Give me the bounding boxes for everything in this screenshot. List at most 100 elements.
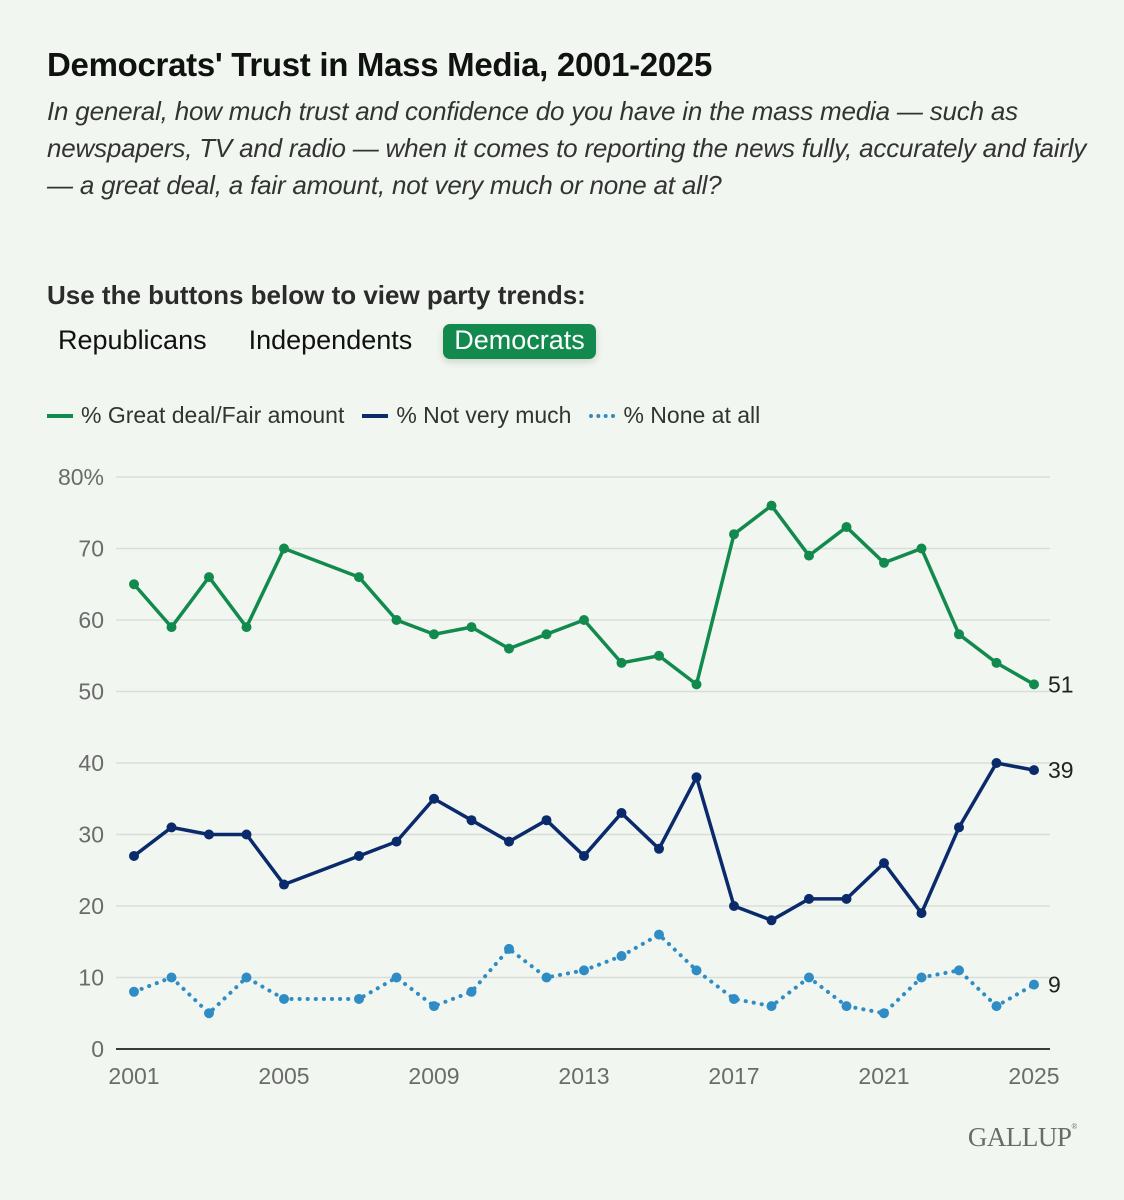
data-point[interactable] xyxy=(241,622,252,633)
data-point[interactable] xyxy=(654,843,664,854)
data-point[interactable] xyxy=(691,679,702,690)
data-point[interactable] xyxy=(129,850,139,861)
data-point[interactable] xyxy=(541,972,552,983)
data-point[interactable] xyxy=(504,643,514,654)
data-point[interactable] xyxy=(241,972,252,983)
data-point[interactable] xyxy=(204,829,214,840)
data-point[interactable] xyxy=(804,550,814,561)
legend-swatch-solid-navy xyxy=(362,413,389,418)
data-point[interactable] xyxy=(579,965,589,976)
data-point[interactable] xyxy=(879,858,889,869)
data-point[interactable] xyxy=(804,893,814,904)
data-point[interactable] xyxy=(466,622,477,633)
data-point[interactable] xyxy=(354,572,364,583)
legend-label: % None at all xyxy=(623,402,761,428)
data-point[interactable] xyxy=(916,543,927,554)
data-point[interactable] xyxy=(954,629,964,640)
data-point[interactable] xyxy=(766,500,777,511)
end-value-label: 39 xyxy=(1048,757,1074,783)
x-tick-label: 2005 xyxy=(258,1063,309,1089)
democrats-button[interactable]: Democrats xyxy=(443,324,596,359)
data-point[interactable] xyxy=(391,972,402,983)
data-point[interactable] xyxy=(804,972,814,983)
data-point[interactable] xyxy=(991,758,1002,768)
data-point[interactable] xyxy=(991,657,1002,668)
data-point[interactable] xyxy=(166,622,177,633)
data-point[interactable] xyxy=(541,815,552,826)
x-tick-label: 2021 xyxy=(858,1063,909,1089)
independents-button[interactable]: Independents xyxy=(238,324,424,359)
end-value-label: 9 xyxy=(1048,972,1061,998)
legend-label: % Not very much xyxy=(396,402,572,428)
legend-swatch-solid-green xyxy=(47,413,73,418)
y-tick-label: 60 xyxy=(78,607,104,633)
y-tick-label: 10 xyxy=(78,965,104,991)
data-point[interactable] xyxy=(841,1001,852,1012)
x-tick-label: 2013 xyxy=(558,1063,609,1089)
data-point[interactable] xyxy=(204,1008,214,1019)
legend-label: % Great deal/Fair amount xyxy=(81,402,345,428)
data-point[interactable] xyxy=(729,529,739,540)
data-point[interactable] xyxy=(391,615,402,625)
data-point[interactable] xyxy=(279,879,289,890)
data-point[interactable] xyxy=(616,657,627,668)
data-point[interactable] xyxy=(466,986,477,997)
republicans-button[interactable]: Republicans xyxy=(47,324,218,359)
data-point[interactable] xyxy=(916,908,927,919)
data-point[interactable] xyxy=(204,572,214,583)
data-point[interactable] xyxy=(841,522,852,533)
data-point[interactable] xyxy=(1029,679,1039,690)
data-point[interactable] xyxy=(354,850,364,861)
data-point[interactable] xyxy=(991,1001,1002,1012)
data-point[interactable] xyxy=(766,915,777,926)
data-point[interactable] xyxy=(541,629,552,640)
data-point[interactable] xyxy=(429,1001,439,1012)
data-point[interactable] xyxy=(766,1001,777,1012)
data-point[interactable] xyxy=(504,943,514,954)
chart-title: Democrats' Trust in Mass Media, 2001-202… xyxy=(47,46,713,83)
data-point[interactable] xyxy=(654,929,664,940)
y-tick-label: 20 xyxy=(78,893,104,919)
data-point[interactable] xyxy=(354,993,364,1004)
data-point[interactable] xyxy=(1029,765,1039,776)
data-point[interactable] xyxy=(279,543,289,554)
data-point[interactable] xyxy=(504,836,514,847)
data-point[interactable] xyxy=(954,965,964,976)
data-point[interactable] xyxy=(879,557,889,568)
data-point[interactable] xyxy=(466,815,477,826)
data-point[interactable] xyxy=(429,629,439,640)
data-point[interactable] xyxy=(1029,979,1039,990)
series-not-very-much xyxy=(129,758,1039,926)
data-point[interactable] xyxy=(729,993,739,1004)
y-tick-label: 30 xyxy=(78,822,104,848)
legend-item-not-very-much: % Not very much xyxy=(362,402,571,429)
data-point[interactable] xyxy=(691,772,702,783)
series-line xyxy=(132,932,1036,1016)
data-point[interactable] xyxy=(879,1008,889,1019)
data-point[interactable] xyxy=(129,579,139,590)
data-point[interactable] xyxy=(841,893,852,904)
x-tick-label: 2001 xyxy=(108,1063,159,1089)
y-axis-ticks: 0 10 20 30 40 50 60 70 80% xyxy=(58,464,104,1062)
legend-swatch-dotted-blue xyxy=(589,413,616,418)
y-tick-label: 0 xyxy=(91,1036,104,1062)
data-point[interactable] xyxy=(691,965,702,976)
series-great-deal-fair-amount xyxy=(129,500,1039,690)
data-point[interactable] xyxy=(916,972,927,983)
x-tick-label: 2009 xyxy=(408,1063,459,1089)
data-point[interactable] xyxy=(954,822,964,833)
data-point[interactable] xyxy=(616,808,627,819)
data-point[interactable] xyxy=(579,615,589,625)
data-point[interactable] xyxy=(129,986,139,997)
data-point[interactable] xyxy=(616,951,627,962)
data-point[interactable] xyxy=(429,793,439,804)
data-point[interactable] xyxy=(166,822,177,833)
data-point[interactable] xyxy=(729,901,739,911)
data-point[interactable] xyxy=(654,650,664,661)
data-point[interactable] xyxy=(579,850,589,861)
data-point[interactable] xyxy=(241,829,252,840)
data-point[interactable] xyxy=(391,836,402,847)
legend-item-great-deal: % Great deal/Fair amount xyxy=(47,402,344,429)
data-point[interactable] xyxy=(279,993,289,1004)
data-point[interactable] xyxy=(166,972,177,983)
